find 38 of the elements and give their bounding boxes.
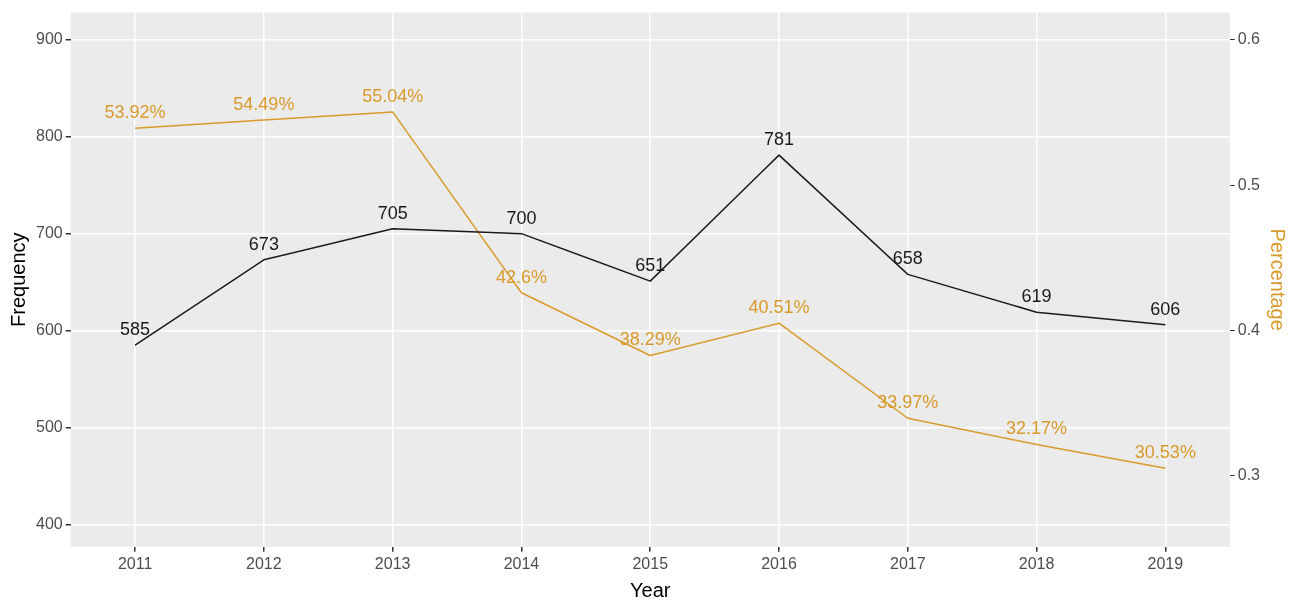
x-tick-label: 2017 [890,554,926,572]
y2-tick-label: 0.6 [1237,30,1261,48]
data-label: 781 [763,129,795,150]
x-tick-label: 2012 [246,554,282,572]
y-axis-title: Frequency [6,232,29,327]
y-tick-label: 700 [35,224,63,242]
y2-axis-title: Percentage [1267,228,1290,331]
y-tick-label: 400 [35,514,63,532]
x-tick-label: 2018 [1018,554,1055,572]
data-label: 606 [1150,298,1181,319]
data-label: 619 [1021,286,1052,307]
y2-tick-label: 0.3 [1237,466,1261,484]
y2-tick-label: 0.4 [1237,321,1261,338]
y-tick-label: 800 [35,127,63,145]
data-label: 32.17% [1006,418,1068,439]
x-tick-label: 2011 [117,554,153,572]
data-label: 700 [506,207,537,228]
data-label: 651 [635,255,666,276]
data-label: 30.53% [1134,442,1196,463]
data-label: 673 [248,233,279,254]
x-axis-title: Year [630,578,671,601]
data-label: 38.29% [619,329,681,350]
y2-tick-label: 0.5 [1237,175,1261,193]
data-label: 40.51% [748,297,810,318]
data-label: 54.49% [233,93,295,114]
data-label: 55.04% [362,85,424,106]
y-tick-label: 900 [35,30,63,48]
x-tick-label: 2016 [761,554,797,572]
data-label: 585 [120,319,151,340]
data-label: 53.92% [104,102,166,123]
x-tick-label: 2015 [632,554,669,572]
y-tick-label: 600 [35,321,63,339]
y-tick-label: 500 [35,417,63,435]
x-tick-label: 2019 [1147,554,1184,572]
x-tick-label: 2013 [374,554,411,572]
x-tick-label: 2014 [503,554,540,572]
data-label: 658 [892,248,923,269]
data-label: 705 [377,202,408,223]
